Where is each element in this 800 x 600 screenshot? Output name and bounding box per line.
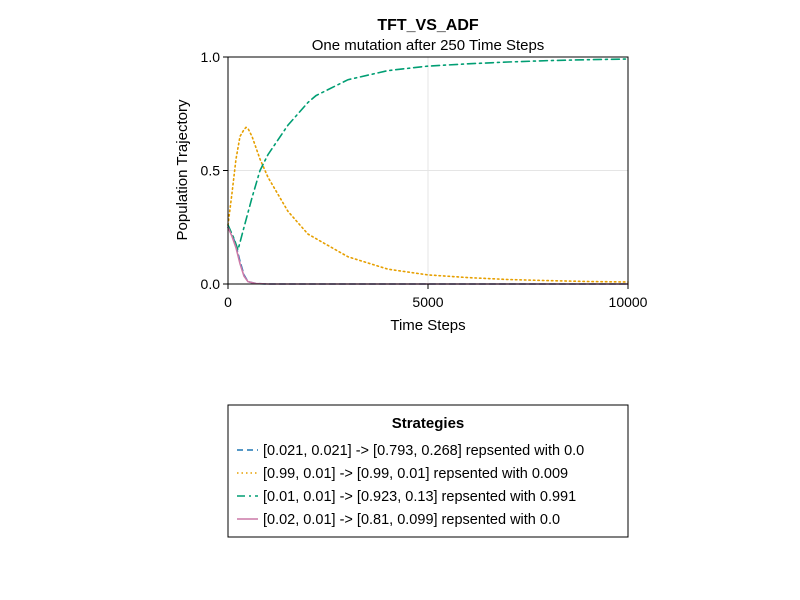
x-axis-label: Time Steps <box>390 317 465 334</box>
y-axis-label: Population Trajectory <box>174 99 191 240</box>
chart-title: TFT_VS_ADF <box>377 17 479 34</box>
series-line-2 <box>227 126 629 283</box>
y-tick-label: 0.5 <box>201 163 221 179</box>
x-tick-label: 5000 <box>412 294 443 310</box>
grid-lines <box>227 56 629 285</box>
legend-box <box>227 404 629 538</box>
x-tick-label: 0 <box>224 294 232 310</box>
legend-label-1: [0.021, 0.021] -> [0.793, 0.268] repsent… <box>263 443 584 459</box>
legend-label-2: [0.99, 0.01] -> [0.99, 0.01] repsented w… <box>263 466 568 482</box>
legend-title: Strategies <box>392 415 465 432</box>
legend-label-3: [0.01, 0.01] -> [0.923, 0.13] repsented … <box>263 489 576 505</box>
legend: Strategies [0.021, 0.021] -> [0.793, 0.2… <box>227 404 629 538</box>
chart-subtitle: One mutation after 250 Time Steps <box>312 37 545 54</box>
axis-ticks: 0 5000 10000 0.0 0.5 1.0 <box>201 49 648 310</box>
legend-items: [0.021, 0.021] -> [0.793, 0.268] repsent… <box>237 443 584 528</box>
legend-label-4: [0.02, 0.01] -> [0.81, 0.099] repsented … <box>263 512 560 528</box>
y-tick-label: 1.0 <box>201 49 221 65</box>
y-tick-label: 0.0 <box>201 276 221 292</box>
x-tick-label: 10000 <box>609 294 648 310</box>
series-line-3 <box>227 58 629 253</box>
